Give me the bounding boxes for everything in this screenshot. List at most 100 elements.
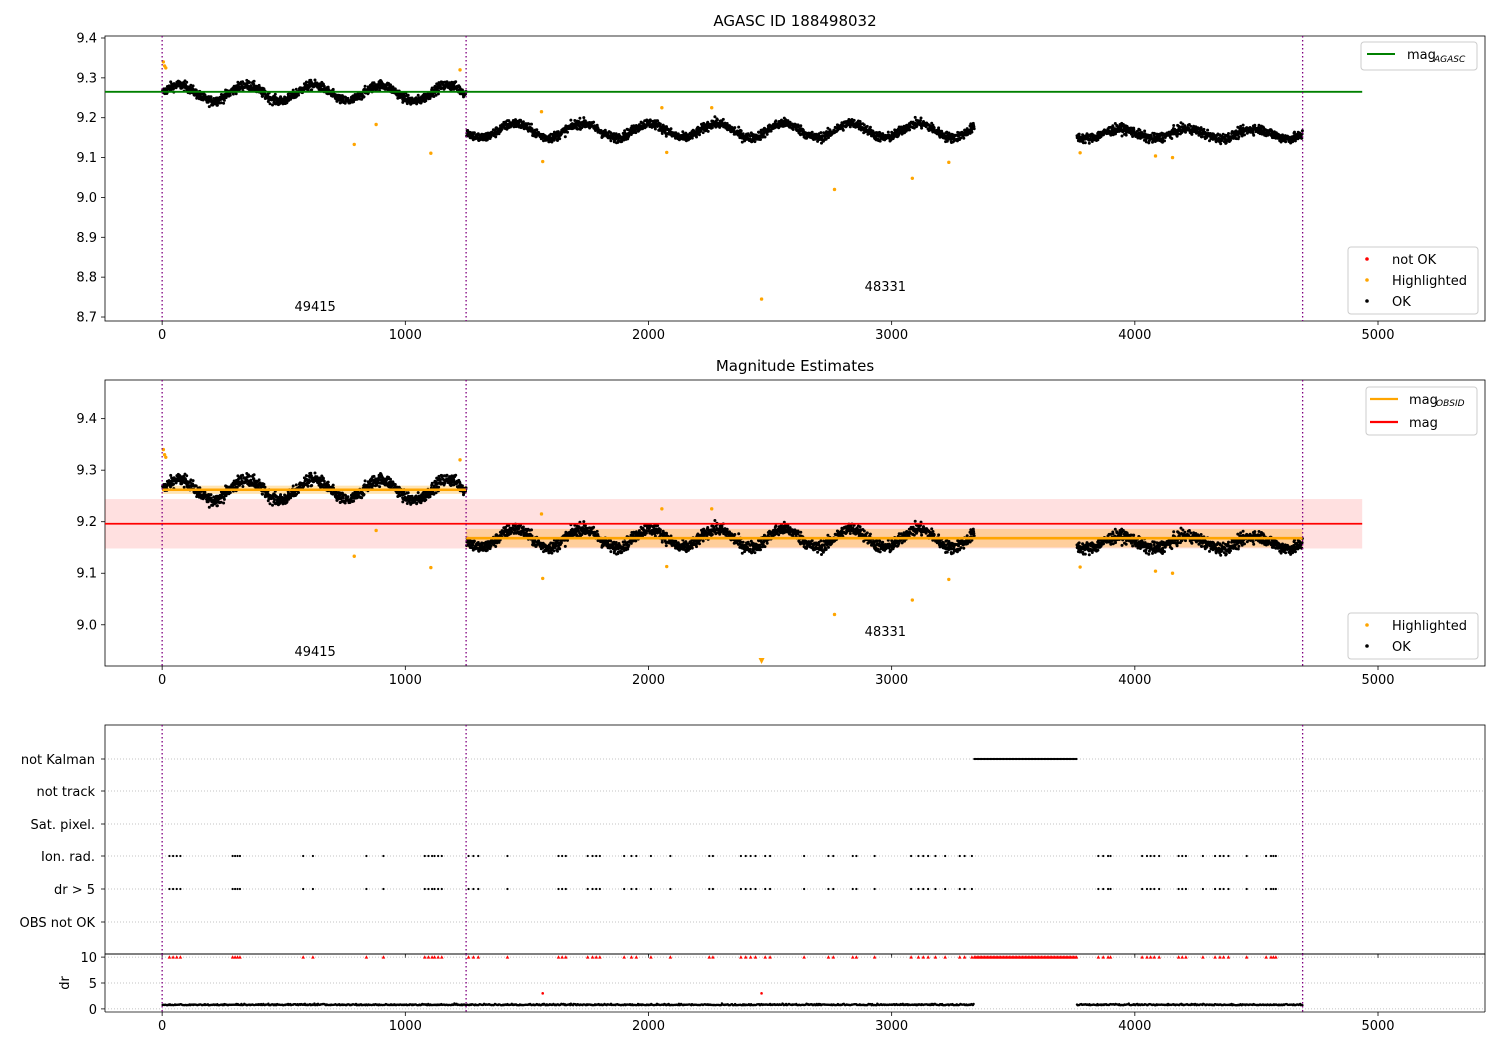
top-ok-point (294, 87, 298, 91)
mid-ok-point (437, 485, 441, 489)
top-ok-point (521, 120, 525, 124)
mid-ok-point (341, 496, 345, 500)
top-ok-point (363, 84, 367, 88)
mid-y-tick-label: 9.3 (76, 464, 97, 479)
top-ok-point (1124, 133, 1128, 137)
mid-ok-point (309, 471, 313, 475)
top-ok-point (706, 129, 710, 133)
top-ok-point (454, 80, 458, 84)
top-ok-point (841, 128, 845, 132)
top-ok-point (261, 94, 264, 98)
mid-y-tick-label: 9.1 (76, 567, 97, 582)
top-ok-point (919, 116, 923, 120)
top-ok-point (970, 130, 974, 134)
top-ok-point (326, 85, 330, 89)
mid-ok-point (389, 477, 392, 481)
top-ok-point (658, 122, 662, 126)
top-x-tick-label: 2000 (632, 328, 665, 343)
top-ok-point (248, 81, 252, 84)
top-ok-point (185, 80, 189, 84)
top-ok-point (886, 130, 890, 134)
top-ok-point (698, 133, 701, 137)
mid-ok-point (263, 485, 267, 489)
mid-ok-point (378, 485, 382, 489)
top-highlighted-point (1153, 154, 1158, 158)
middle-panel: 9.09.19.29.39.40 1000 2000 3000 4000 50004941… (76, 379, 1486, 688)
top-ok-point (566, 130, 569, 134)
top-ok-point (920, 126, 924, 130)
top-ok-point (252, 79, 256, 83)
mid-ok-point (241, 485, 245, 488)
mid-x-tick-label: 2000 (632, 673, 665, 688)
top-ok-point (268, 102, 272, 106)
mid-x-tick-label: 0 (158, 673, 166, 688)
mid-ok-point (262, 482, 266, 486)
top-legend-marker (1365, 299, 1369, 303)
top-ok-point (199, 92, 203, 96)
mid-ok-point (406, 491, 410, 495)
top-ok-point (172, 87, 175, 91)
top-ok-point (695, 135, 698, 139)
top-ok-point (721, 117, 725, 121)
top-ok-point (416, 93, 420, 97)
top-ok-point (436, 92, 440, 96)
top-ok-point (514, 118, 517, 122)
mid-ok-point (271, 503, 274, 507)
top-ok-point (228, 93, 232, 97)
top-ok-point (563, 135, 567, 139)
top-highlighted-point (458, 68, 462, 72)
top-ok-point (913, 115, 917, 119)
top-ok-point (401, 100, 405, 104)
mid-ok-point (306, 484, 310, 488)
top-ok-point (739, 129, 743, 133)
top-ok-point (578, 116, 582, 120)
mid-ok-point (304, 474, 308, 478)
top-ok-point (271, 103, 274, 107)
top-ok-point (219, 101, 223, 105)
top-highlighted-point (164, 66, 168, 70)
mid-ok-point (291, 484, 295, 488)
top-ok-point (362, 95, 366, 99)
top-highlighted-point (352, 142, 356, 147)
top-ok-point (690, 136, 694, 140)
top-ok-point (231, 92, 235, 96)
top-ok-point (972, 127, 976, 131)
top-ok-point (1163, 139, 1166, 143)
top-ok-point (582, 116, 586, 120)
mid-x-tick-label: 5000 (1361, 673, 1394, 688)
top-ok-point (519, 118, 523, 122)
top-ok-point (774, 119, 778, 123)
top-x-tick-label: 1000 (389, 328, 422, 343)
top-ok-point (191, 84, 195, 88)
top-ok-point (403, 94, 406, 98)
top-ok-point (434, 93, 438, 97)
top-x-tick-label: 3000 (875, 328, 908, 343)
top-highlighted-point (374, 122, 378, 127)
top-ok-point (500, 127, 504, 131)
top-ok-point (1300, 129, 1304, 133)
mid-ok-point (241, 473, 245, 477)
top-ok-point (313, 78, 317, 82)
top-ok-point (908, 128, 912, 132)
top-ok-point (552, 138, 556, 142)
top-ok-point (1120, 134, 1124, 138)
top-highlighted-point (832, 187, 837, 192)
top-y-tick-label: 9.1 (76, 151, 97, 166)
mid-ok-point (215, 504, 219, 508)
top-obsid-label: 48331 (865, 280, 906, 295)
top-ok-point (1284, 140, 1288, 144)
top-ok-point (932, 126, 936, 130)
top-ok-point (865, 124, 869, 128)
top-ok-point (1202, 127, 1206, 131)
mid-ok-point (297, 491, 300, 494)
mid-ok-point (343, 501, 347, 505)
top-ok-point (530, 127, 534, 131)
top-highlighted-point (710, 106, 714, 110)
top-ok-point (1252, 133, 1256, 137)
top-ok-point (310, 88, 314, 92)
mid-ok-point (252, 473, 256, 477)
top-ok-point (576, 127, 580, 131)
top-ok-point (472, 131, 476, 135)
top-legend-marker (1365, 257, 1369, 261)
mid-y-tick-label: 9.4 (76, 412, 97, 427)
